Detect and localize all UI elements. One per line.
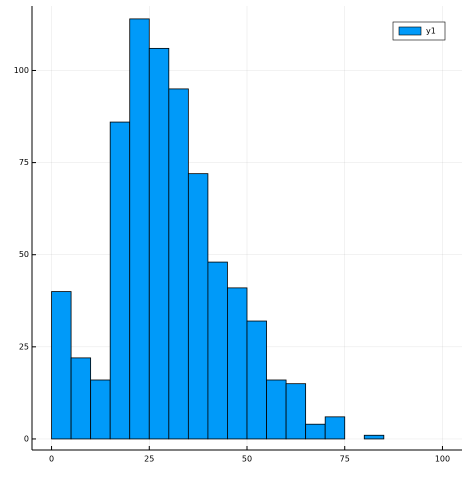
bar <box>129 18 150 440</box>
bar <box>285 383 307 440</box>
bar <box>168 88 189 440</box>
x-tick-label: 0 <box>49 455 54 464</box>
bar <box>148 47 170 440</box>
bar <box>227 287 248 440</box>
bar <box>70 357 92 440</box>
legend-label: y1 <box>426 27 436 36</box>
y-tick-label: 75 <box>19 158 29 167</box>
legend-swatch <box>398 26 422 36</box>
x-tick-label: 50 <box>242 455 252 464</box>
y-tick-label: 100 <box>14 66 29 75</box>
bar <box>187 173 209 440</box>
bar <box>246 320 267 440</box>
x-tick-label: 25 <box>144 455 154 464</box>
bar <box>305 423 326 440</box>
x-tick-label: 75 <box>340 455 350 464</box>
bar <box>324 416 346 440</box>
y-tick-label: 0 <box>24 434 29 443</box>
y-tick-label: 25 <box>19 342 29 351</box>
bar <box>363 434 385 440</box>
bar <box>266 379 287 440</box>
bar <box>109 121 131 440</box>
y-tick-label: 50 <box>19 250 29 259</box>
bar <box>51 291 72 440</box>
bar <box>90 379 111 440</box>
x-tick-label: 100 <box>435 455 450 464</box>
bar <box>207 261 228 440</box>
